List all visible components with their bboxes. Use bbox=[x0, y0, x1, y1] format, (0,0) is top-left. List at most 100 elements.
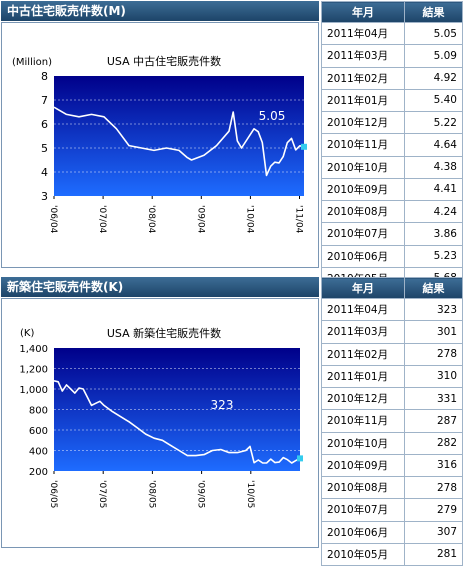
month-cell: 2010年06月 bbox=[321, 244, 405, 268]
table-row: 2011年02月 278 bbox=[321, 342, 463, 366]
chart1-area: 8 7 6 5 4 3'06/04 '07/04 '08/04 '09/04 '10/04 '11/… bbox=[1, 22, 319, 268]
table-row: 2011年03月 301 bbox=[321, 320, 463, 344]
table-row: 2011年04月 5.05 bbox=[321, 21, 463, 46]
table-row: 2010年08月 278 bbox=[321, 475, 463, 500]
value-cell: 278 bbox=[404, 342, 463, 366]
table-row: 2011年02月 4.92 bbox=[321, 66, 463, 90]
month-cell: 2010年12月 bbox=[321, 110, 405, 135]
value-cell: 5.05 bbox=[404, 21, 463, 46]
chart2-area: 1,400 1,200 1,000 800 600 400 200'06/05 '07/05 '… bbox=[1, 298, 319, 548]
month-cell: 2010年07月 bbox=[321, 222, 405, 246]
table-row: 2010年07月 3.86 bbox=[321, 222, 463, 246]
value-cell: 4.92 bbox=[404, 66, 463, 90]
y-tick-label: 400 bbox=[29, 447, 48, 458]
value-cell: 279 bbox=[404, 498, 463, 522]
y-axis-unit-label: (K) bbox=[20, 328, 34, 339]
y-tick-label: 7 bbox=[41, 94, 48, 107]
existing-home-sales-chart: 8 7 6 5 4 3'06/04 '07/04 '08/04 '09/04 '10/04 '11/… bbox=[12, 54, 307, 234]
y-tick-label: 600 bbox=[29, 426, 48, 437]
table-row: 2010年10月 4.38 bbox=[321, 155, 463, 179]
table-row: 2010年06月 5.23 bbox=[321, 244, 463, 268]
y-tick-label: 8 bbox=[41, 70, 48, 83]
table-row: 2010年12月 331 bbox=[321, 386, 463, 411]
new-home-sales-chart: 1,400 1,200 1,000 800 600 400 200'06/05 '07/05 '… bbox=[19, 326, 303, 508]
month-cell: 2011年04月 bbox=[321, 297, 405, 322]
month-cell: 2010年11月 bbox=[321, 133, 405, 157]
month-cell: 2011年04月 bbox=[321, 21, 405, 46]
value-cell: 4.41 bbox=[404, 177, 463, 202]
value-cell: 5.22 bbox=[404, 110, 463, 135]
table-row: 2011年01月 5.40 bbox=[321, 88, 463, 113]
month-column-header: 年月 bbox=[321, 1, 405, 23]
month-cell: 2010年05月 bbox=[321, 542, 405, 566]
month-cell: 2010年08月 bbox=[321, 475, 405, 500]
latest-point-marker bbox=[297, 455, 303, 462]
plot-area bbox=[54, 76, 304, 196]
table-row: 2010年11月 4.64 bbox=[321, 133, 463, 157]
month-cell: 2011年03月 bbox=[321, 44, 405, 68]
value-cell: 5.23 bbox=[404, 244, 463, 268]
latest-value-label: 5.05 bbox=[259, 109, 286, 123]
chart1-header: 中古住宅販売件数(M) bbox=[1, 1, 319, 21]
value-cell: 287 bbox=[404, 409, 463, 433]
x-tick-label: '06/05 bbox=[48, 480, 58, 508]
latest-value-label: 323 bbox=[211, 398, 234, 412]
x-tick-label: '08/04 bbox=[146, 205, 156, 234]
y-tick-label: 5 bbox=[41, 142, 48, 155]
existing-home-sales-table: 年月 結果 2011年04月 5.05 2011年03月 5.09 2011年02月 4.… bbox=[321, 1, 463, 291]
table-row: 2010年09月 316 bbox=[321, 453, 463, 478]
value-cell: 278 bbox=[404, 475, 463, 500]
month-cell: 2011年02月 bbox=[321, 66, 405, 90]
table-row: 2011年04月 323 bbox=[321, 297, 463, 322]
value-cell: 4.24 bbox=[404, 199, 463, 224]
table-row: 2010年10月 282 bbox=[321, 431, 463, 455]
plot-area bbox=[54, 348, 300, 471]
table-row: 2010年12月 5.22 bbox=[321, 110, 463, 135]
value-cell: 4.38 bbox=[404, 155, 463, 179]
value-cell: 301 bbox=[404, 320, 463, 344]
y-tick-label: 3 bbox=[41, 190, 48, 203]
value-cell: 323 bbox=[404, 297, 463, 322]
month-cell: 2010年12月 bbox=[321, 386, 405, 411]
month-cell: 2010年10月 bbox=[321, 155, 405, 179]
value-cell: 3.86 bbox=[404, 222, 463, 246]
month-cell: 2011年01月 bbox=[321, 364, 405, 389]
value-cell: 307 bbox=[404, 520, 463, 544]
table-row: 2011年03月 5.09 bbox=[321, 44, 463, 68]
y-tick-label: 1,000 bbox=[19, 385, 48, 396]
month-cell: 2010年09月 bbox=[321, 453, 405, 478]
value-cell: 316 bbox=[404, 453, 463, 478]
y-tick-label: 6 bbox=[41, 118, 48, 131]
x-tick-label: '07/05 bbox=[97, 480, 107, 508]
chart-title: USA 中古住宅販売件数 bbox=[107, 54, 221, 68]
month-cell: 2010年11月 bbox=[321, 409, 405, 433]
x-tick-label: '09/05 bbox=[196, 480, 206, 508]
latest-point-marker bbox=[301, 143, 307, 150]
value-cell: 4.64 bbox=[404, 133, 463, 157]
table-row: 2010年08月 4.24 bbox=[321, 199, 463, 224]
chart-title: USA 新築住宅販売件数 bbox=[107, 326, 221, 340]
x-tick-label: '10/05 bbox=[245, 480, 255, 508]
value-cell: 5.40 bbox=[404, 88, 463, 113]
chart2-header: 新築住宅販売件数(K) bbox=[1, 277, 319, 297]
new-home-sales-table: 年月 結果 2011年04月 323 2011年03月 301 2011年02月 278 2… bbox=[321, 277, 463, 566]
x-tick-label: '11/04 bbox=[294, 205, 304, 234]
value-cell: 282 bbox=[404, 431, 463, 455]
value-cell: 331 bbox=[404, 386, 463, 411]
y-tick-label: 1,200 bbox=[19, 365, 48, 376]
x-tick-label: '07/04 bbox=[97, 205, 107, 234]
y-axis-unit-label: (Million) bbox=[12, 57, 52, 68]
month-cell: 2011年03月 bbox=[321, 320, 405, 344]
month-cell: 2010年07月 bbox=[321, 498, 405, 522]
series-line bbox=[53, 106, 305, 177]
month-cell: 2010年06月 bbox=[321, 520, 405, 544]
y-tick-label: 1,400 bbox=[19, 344, 48, 355]
x-tick-label: '06/04 bbox=[48, 205, 58, 234]
x-tick-label: '10/04 bbox=[244, 205, 254, 234]
y-tick-label: 800 bbox=[29, 406, 48, 417]
series-line bbox=[53, 380, 301, 464]
value-cell: 5.09 bbox=[404, 44, 463, 68]
table-row: 2010年06月 307 bbox=[321, 520, 463, 544]
value-cell: 281 bbox=[404, 542, 463, 566]
table-row: 2010年05月 281 bbox=[321, 542, 463, 566]
